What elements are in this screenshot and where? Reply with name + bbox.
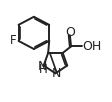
Text: H: H [38,63,47,76]
Text: O: O [65,26,75,39]
Text: N: N [52,67,61,80]
Text: F: F [10,34,16,47]
Text: N: N [38,60,47,73]
Text: OH: OH [82,40,101,53]
